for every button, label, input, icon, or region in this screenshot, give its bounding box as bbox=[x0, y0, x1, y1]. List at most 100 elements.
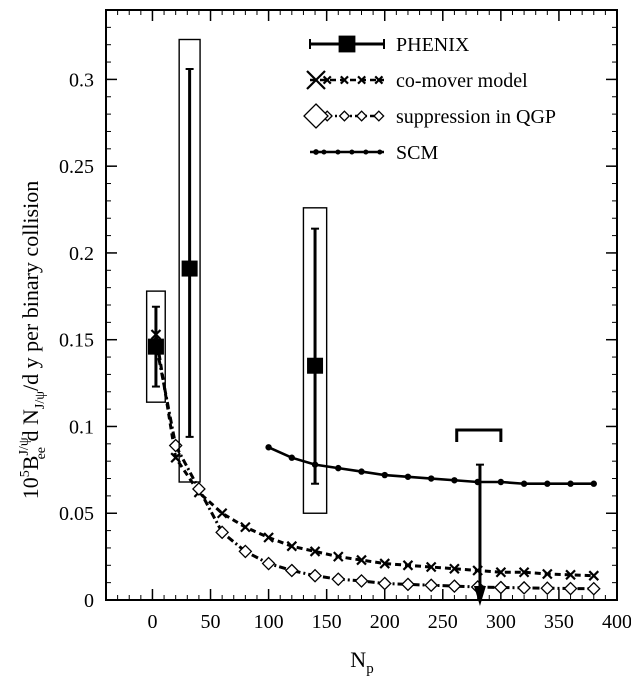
data-point bbox=[215, 525, 230, 540]
data-point bbox=[447, 579, 462, 594]
legend-marker bbox=[321, 149, 327, 155]
y-tick-label: 0.15 bbox=[59, 330, 94, 352]
legend-item-co-mover-model: co-mover model bbox=[306, 70, 528, 92]
data-point bbox=[493, 580, 508, 595]
x-tick-label: 50 bbox=[201, 611, 221, 633]
data-point bbox=[425, 561, 437, 573]
upper-limit-arrow bbox=[473, 586, 486, 606]
data-point bbox=[402, 560, 414, 571]
legend-marker bbox=[363, 149, 369, 155]
legend-marker bbox=[322, 75, 332, 85]
x-tick-label: 400 bbox=[602, 611, 631, 633]
data-point bbox=[181, 260, 198, 277]
data-point bbox=[567, 480, 574, 487]
data-point bbox=[265, 444, 272, 451]
systematic-box bbox=[178, 38, 201, 483]
data-point bbox=[263, 532, 274, 543]
legend-label: SCM bbox=[396, 142, 438, 164]
x-tick-label: 0 bbox=[147, 611, 157, 633]
data-point bbox=[354, 573, 369, 588]
data-marks bbox=[145, 38, 601, 606]
legend-label: PHENIX bbox=[396, 34, 470, 56]
legend-item-suppression-in-qgp: suppression in QGP bbox=[303, 103, 556, 129]
data-point bbox=[309, 546, 321, 557]
legend-label: co-mover model bbox=[396, 70, 528, 92]
legend-marker bbox=[349, 149, 355, 155]
data-point bbox=[520, 480, 528, 487]
legend-marker bbox=[374, 75, 384, 85]
legend-marker bbox=[338, 35, 356, 53]
series-line bbox=[154, 342, 594, 591]
data-point bbox=[404, 473, 412, 480]
data-point bbox=[540, 581, 555, 596]
x-tick-label: 300 bbox=[486, 611, 516, 633]
data-point bbox=[335, 464, 342, 472]
legend-marker bbox=[306, 70, 326, 90]
x-tick-label: 350 bbox=[544, 611, 574, 633]
legend-marker bbox=[303, 103, 329, 129]
data-point bbox=[517, 580, 532, 595]
data-point bbox=[497, 478, 505, 486]
axis-ticks: 0 50 100 150 200 250 300 350 400 0 0.05 0.1 0.15 0.2 0… bbox=[59, 9, 631, 633]
data-point bbox=[379, 558, 391, 569]
data-point bbox=[565, 569, 576, 581]
data-point bbox=[451, 477, 458, 484]
y-tick-label: 0.05 bbox=[59, 503, 94, 525]
legend-marker bbox=[357, 75, 367, 85]
legend-marker bbox=[340, 75, 349, 85]
data-point bbox=[191, 482, 206, 496]
data-point bbox=[542, 568, 553, 580]
data-point bbox=[495, 566, 507, 578]
x-axis-title: Np bbox=[350, 647, 373, 677]
legend-item-phenix: PHENIX bbox=[309, 34, 470, 56]
data-point bbox=[563, 581, 578, 596]
data-point bbox=[401, 577, 415, 592]
y-tick-label: 0.2 bbox=[69, 243, 94, 265]
data-point bbox=[358, 468, 365, 475]
data-point bbox=[424, 578, 439, 593]
data-point bbox=[284, 563, 299, 578]
data-point bbox=[286, 540, 298, 552]
legend-marker bbox=[338, 110, 351, 122]
legend-marker bbox=[355, 110, 368, 122]
data-point bbox=[240, 521, 251, 533]
data-point bbox=[377, 576, 392, 591]
data-point bbox=[381, 471, 388, 479]
data-point bbox=[590, 480, 597, 487]
legend-item-scm: SCM bbox=[310, 142, 438, 164]
data-point bbox=[332, 551, 344, 562]
legend-label: suppression in QGP bbox=[396, 106, 556, 128]
data-point bbox=[588, 570, 600, 581]
x-tick-label: 250 bbox=[428, 611, 458, 633]
x-tick-label: 200 bbox=[370, 611, 400, 633]
data-point bbox=[518, 566, 530, 578]
legend-marker bbox=[377, 149, 383, 155]
y-axis-title: 105BJ/ψ ee d NJ/ψ/d y per binary collisio… bbox=[17, 181, 49, 499]
data-point bbox=[168, 438, 183, 453]
x-tick-label: 150 bbox=[312, 611, 342, 633]
series-suppression-in-qgp bbox=[149, 336, 601, 596]
data-point bbox=[544, 480, 551, 487]
data-point bbox=[261, 556, 276, 571]
y-tick-label: 0.25 bbox=[59, 156, 94, 178]
legend: PHENIX co-mover model suppression in QGP SC… bbox=[303, 34, 556, 164]
data-point bbox=[216, 507, 228, 519]
data-point bbox=[307, 357, 324, 374]
data-point bbox=[356, 554, 367, 566]
plot-frame bbox=[105, 9, 618, 601]
upper-limit-bracket bbox=[455, 428, 503, 442]
data-point bbox=[288, 454, 296, 461]
series-phenix bbox=[145, 38, 503, 606]
legend-marker bbox=[373, 110, 385, 122]
plot-border bbox=[105, 9, 618, 601]
data-point bbox=[586, 581, 601, 596]
y-tick-label: 0.1 bbox=[69, 416, 94, 438]
x-tick-label: 100 bbox=[254, 611, 284, 633]
data-point bbox=[449, 563, 460, 575]
data-point bbox=[331, 572, 346, 587]
axis-labels: Np 105BJ/ψ ee d NJ/ψ/d y per binary colli… bbox=[17, 181, 374, 677]
data-point bbox=[147, 338, 164, 355]
data-point bbox=[308, 568, 322, 583]
series-line bbox=[154, 334, 594, 578]
